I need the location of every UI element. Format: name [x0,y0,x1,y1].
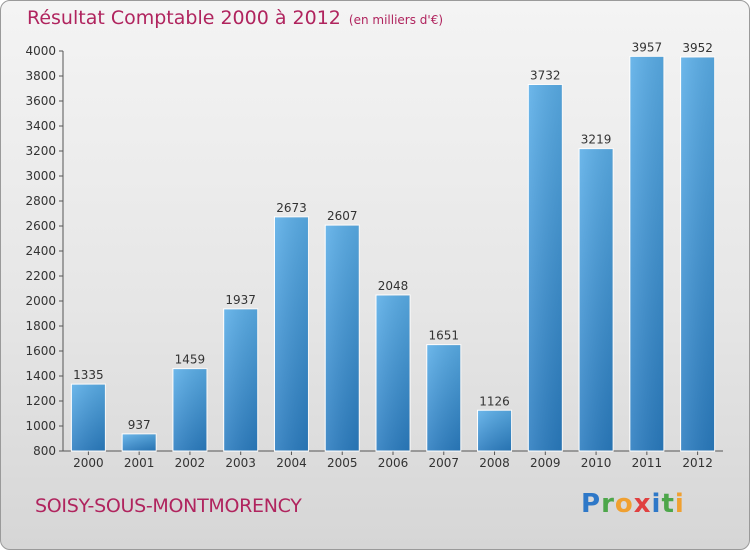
bar-shade [629,56,664,451]
chart-title-text: Résultat Comptable 2000 à 2012 [27,7,341,29]
y-tick-label: 3400 [25,119,56,133]
x-tick-label: 2002 [175,456,206,470]
x-tick-label: 2003 [225,456,256,470]
y-tick-label: 1400 [25,369,56,383]
bar-value-label: 3957 [632,40,663,54]
bar-shade [426,344,461,451]
y-tick-label: 1000 [25,419,56,433]
x-tick-label: 2000 [73,456,104,470]
y-tick-label: 2600 [25,219,56,233]
bar-shade [528,84,563,451]
y-tick-label: 2800 [25,194,56,208]
y-tick-label: 2200 [25,269,56,283]
city-name: SOISY-SOUS-MONTMORENCY [35,495,302,517]
bar-value-label: 937 [128,418,151,432]
y-tick-label: 4000 [25,44,56,58]
x-tick-label: 2006 [378,456,409,470]
bar-shade [274,216,309,451]
chart-title: Résultat Comptable 2000 à 2012 (en millie… [27,7,443,29]
y-tick-label: 800 [33,444,56,458]
x-tick-label: 2008 [479,456,510,470]
bar-shade [172,368,207,451]
y-tick-label: 1800 [25,319,56,333]
y-tick-label: 2400 [25,244,56,258]
bar-value-label: 2048 [378,279,409,293]
bar-shade [579,148,614,451]
bar-value-label: 3219 [581,133,612,147]
y-tick-label: 2000 [25,294,56,308]
bar-shade [376,295,410,451]
bar-shade [477,410,512,451]
y-tick-label: 3600 [25,94,56,108]
bar-shade [325,225,360,451]
x-tick-label: 2005 [327,456,358,470]
x-tick-label: 2007 [428,456,459,470]
bar-shade [680,57,715,451]
x-tick-label: 2010 [581,456,612,470]
bar-value-label: 2673 [276,201,307,215]
bar-value-label: 3952 [682,41,713,55]
x-tick-label: 2009 [530,456,561,470]
x-tick-label: 2011 [632,456,663,470]
bar-value-label: 1651 [428,329,459,343]
bar-value-label: 1126 [479,394,510,408]
bar-shade [122,433,157,451]
bar-value-label: 1335 [73,368,104,382]
y-tick-label: 1200 [25,394,56,408]
bar-shade [71,384,106,451]
y-tick-label: 1600 [25,344,56,358]
axes: 800 1000 1200 1400 1600 1800 2000 2200 2400 2600 2… [25,44,723,470]
proxiti-logo: Proxiti [581,489,685,519]
bar-value-label: 3732 [530,69,561,83]
x-tick-label: 2012 [682,456,713,470]
bar-value-label: 1459 [175,353,206,367]
bar-value-label: 1937 [225,293,256,307]
y-tick-label: 3200 [25,144,56,158]
chart-subtitle: (en milliers d'€) [348,13,444,27]
data-labels: 1335 937 1459 1937 2673 2607 2048 1651 1126 3732 3… [73,40,713,432]
y-tick-label: 3800 [25,69,56,83]
bars [70,55,716,452]
x-tick-label: 2001 [124,456,155,470]
y-tick-label: 3000 [25,169,56,183]
x-tick-label: 2004 [276,456,307,470]
bar-value-label: 2607 [327,209,358,223]
bar-shade [223,308,258,451]
